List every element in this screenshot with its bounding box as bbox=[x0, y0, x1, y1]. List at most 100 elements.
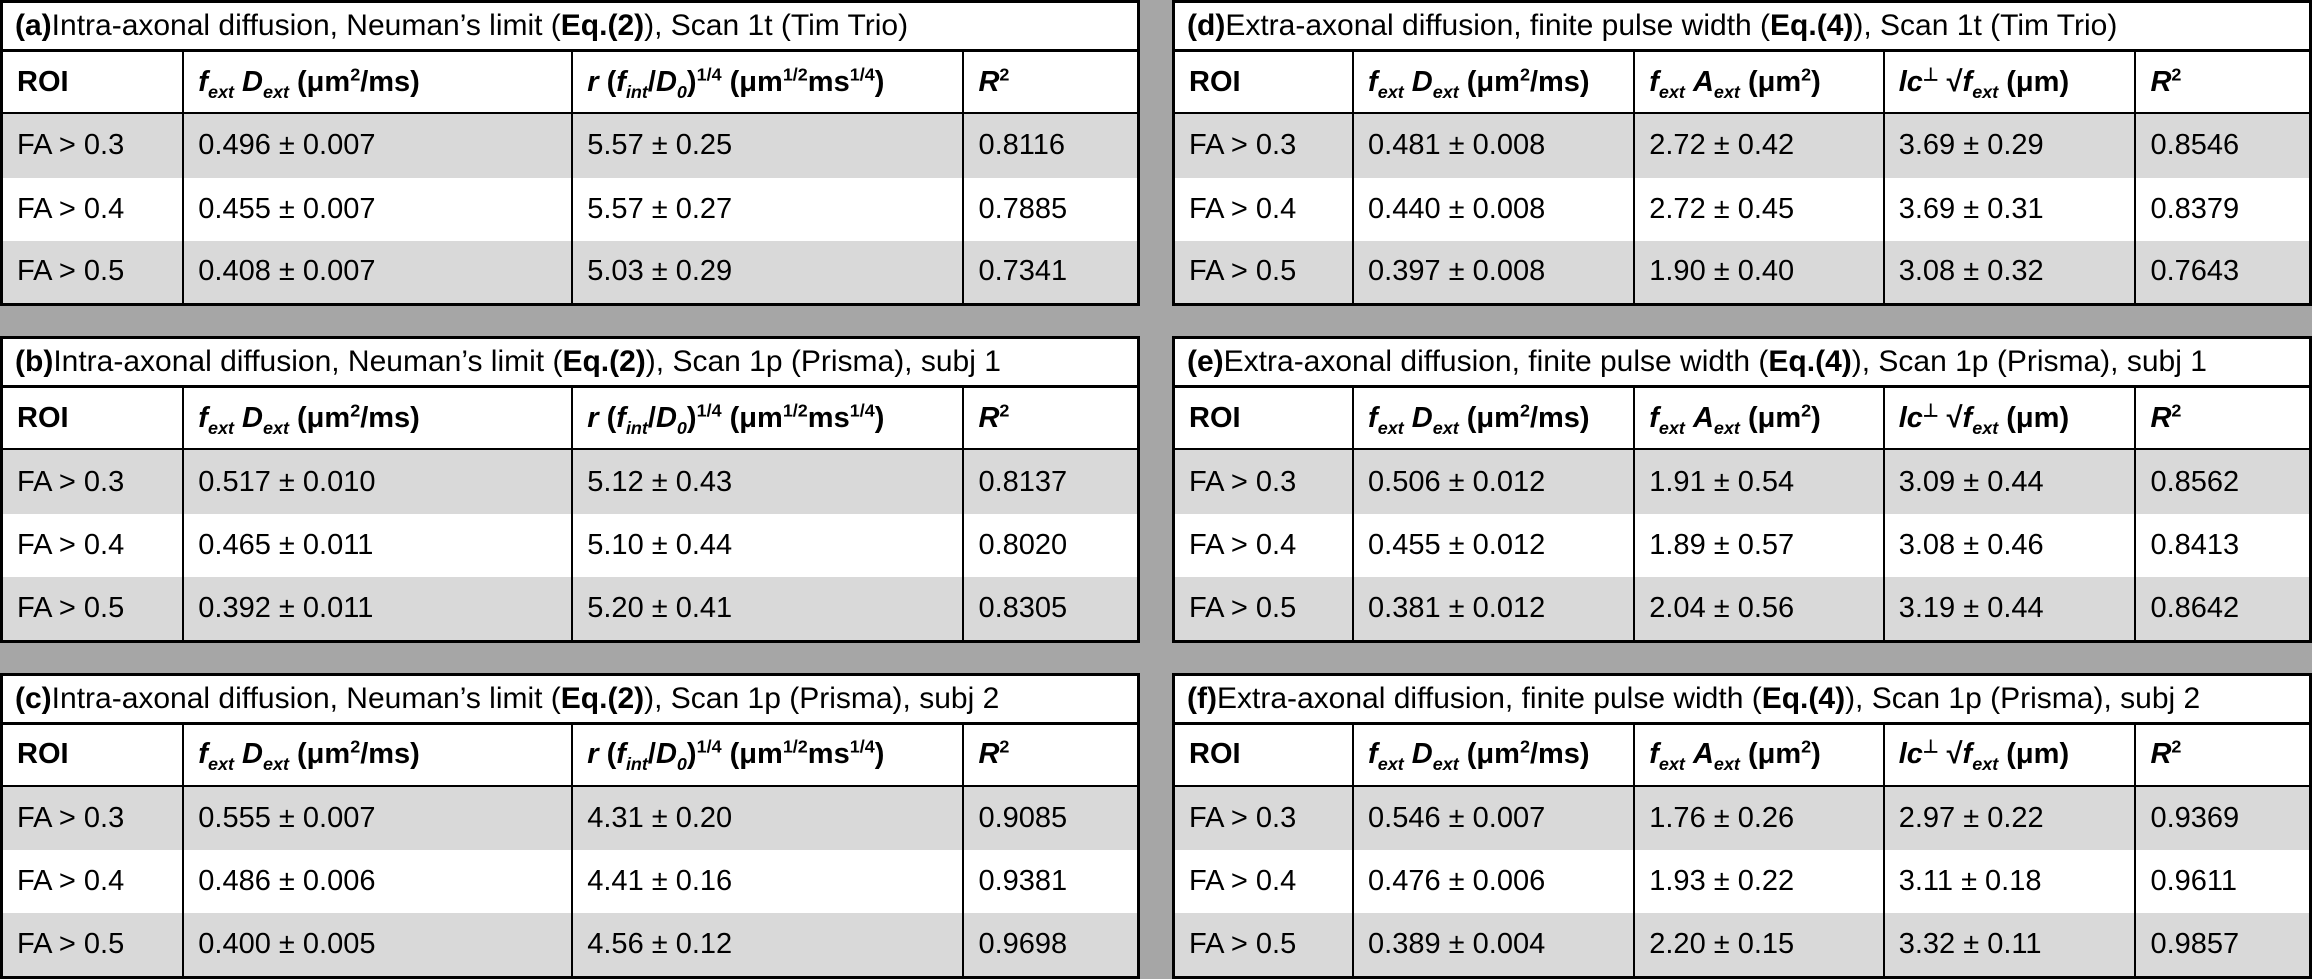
header-fext-dext: fext Dext (μm2/ms) bbox=[183, 388, 574, 451]
value-cell: 0.496 ± 0.007 bbox=[183, 113, 574, 178]
value-cell: 5.20 ± 0.41 bbox=[572, 576, 965, 640]
value-cell: 0.408 ± 0.007 bbox=[183, 240, 574, 304]
roi-cell: FA > 0.5 bbox=[3, 240, 185, 304]
value-cell: 0.397 ± 0.008 bbox=[1353, 240, 1636, 304]
header-r-fint-d0: r (fint/D0)1/4 (μm1/2ms1/4) bbox=[572, 388, 965, 451]
vertical-divider bbox=[1140, 0, 1172, 979]
header-row: ROI fext Dext (μm2/ms) fext Aext (μm2) l… bbox=[1175, 724, 2309, 787]
value-cell: 0.486 ± 0.006 bbox=[183, 850, 574, 914]
r2-cell: 0.7341 bbox=[963, 240, 1137, 304]
header-row: ROI fext Dext (μm2/ms) r (fint/D0)1/4 (μ… bbox=[3, 724, 1137, 787]
left-panel: (a) Intra-axonal diffusion, Neuman’s lim… bbox=[0, 0, 1140, 979]
roi-cell: FA > 0.3 bbox=[3, 449, 185, 515]
value-cell: 0.455 ± 0.012 bbox=[1353, 514, 1636, 577]
header-lc-sqrt-fext: lc⊥ √fext (μm) bbox=[1883, 52, 2137, 114]
table-b-title: (b) Intra-axonal diffusion, Neuman’s lim… bbox=[3, 339, 1137, 389]
roi-cell: FA > 0.3 bbox=[1175, 785, 1355, 851]
table-e-grid: ROI fext Dext (μm2/ms) fext Aext (μm2) l… bbox=[1175, 388, 2309, 640]
value-cell: 0.555 ± 0.007 bbox=[183, 785, 574, 851]
header-fext-dext: fext Dext (μm2/ms) bbox=[1353, 388, 1636, 451]
r2-cell: 0.8305 bbox=[963, 576, 1137, 640]
header-fext-dext: fext Dext (μm2/ms) bbox=[183, 724, 574, 787]
header-fext-aext: fext Aext (μm2) bbox=[1634, 724, 1885, 787]
header-roi: ROI bbox=[1175, 388, 1355, 451]
value-cell: 0.400 ± 0.005 bbox=[183, 913, 574, 976]
value-cell: 0.455 ± 0.007 bbox=[183, 177, 574, 241]
table-row: FA > 0.4 0.486 ± 0.006 4.41 ± 0.16 0.938… bbox=[3, 850, 1137, 914]
roi-cell: FA > 0.3 bbox=[3, 113, 185, 178]
table-row: FA > 0.5 0.392 ± 0.011 5.20 ± 0.41 0.830… bbox=[3, 576, 1137, 640]
table-row: FA > 0.3 0.546 ± 0.007 1.76 ± 0.26 2.97 … bbox=[1175, 785, 2309, 851]
separator-band bbox=[1172, 306, 2312, 337]
value-cell: 0.546 ± 0.007 bbox=[1353, 785, 1636, 851]
table-e: (e) Extra-axonal diffusion, finite pulse… bbox=[1172, 336, 2312, 643]
table-row: FA > 0.4 0.455 ± 0.007 5.57 ± 0.27 0.788… bbox=[3, 177, 1137, 241]
header-fext-aext: fext Aext (μm2) bbox=[1634, 52, 1885, 114]
header-fext-dext: fext Dext (μm2/ms) bbox=[1353, 724, 1636, 787]
header-lc-sqrt-fext: lc⊥ √fext (μm) bbox=[1883, 724, 2137, 787]
header-lc-sqrt-fext: lc⊥ √fext (μm) bbox=[1883, 388, 2137, 451]
header-r2: R2 bbox=[2135, 388, 2309, 451]
value-cell: 2.04 ± 0.56 bbox=[1634, 576, 1885, 640]
value-cell: 1.90 ± 0.40 bbox=[1634, 240, 1885, 304]
table-d-grid: ROI fext Dext (μm2/ms) fext Aext (μm2) l… bbox=[1175, 52, 2309, 304]
separator-band bbox=[0, 642, 1140, 673]
roi-cell: FA > 0.4 bbox=[1175, 514, 1355, 577]
value-cell: 3.11 ± 0.18 bbox=[1883, 850, 2137, 914]
roi-cell: FA > 0.4 bbox=[3, 177, 185, 241]
value-cell: 3.69 ± 0.29 bbox=[1883, 113, 2137, 178]
roi-cell: FA > 0.3 bbox=[1175, 113, 1355, 178]
roi-cell: FA > 0.3 bbox=[3, 785, 185, 851]
header-row: ROI fext Dext (μm2/ms) fext Aext (μm2) l… bbox=[1175, 52, 2309, 114]
r2-cell: 0.9611 bbox=[2150, 865, 2237, 898]
roi-cell: FA > 0.5 bbox=[1175, 240, 1355, 304]
right-panel: (d) Extra-axonal diffusion, finite pulse… bbox=[1172, 0, 2312, 979]
header-r2: R2 bbox=[963, 388, 1137, 451]
header-r-fint-d0: r (fint/D0)1/4 (μm1/2ms1/4) bbox=[572, 724, 965, 787]
r2-cell: 0.9698 bbox=[963, 913, 1137, 976]
header-roi: ROI bbox=[1175, 52, 1355, 114]
table-a-grid: ROI fext Dext (μm2/ms) r (fint/D0)1/4 (μ… bbox=[3, 52, 1137, 304]
table-c-grid: ROI fext Dext (μm2/ms) r (fint/D0)1/4 (μ… bbox=[3, 724, 1137, 976]
header-fext-dext: fext Dext (μm2/ms) bbox=[183, 52, 574, 114]
r2-cell: 0.9369 bbox=[2135, 785, 2309, 851]
table-row: FA > 0.4 0.476 ± 0.006 1.93 ± 0.22 3.11 … bbox=[1175, 850, 2309, 914]
table-d-title: (d) Extra-axonal diffusion, finite pulse… bbox=[1175, 3, 2309, 52]
value-cell: 5.10 ± 0.44 bbox=[572, 514, 965, 577]
value-cell: 0.476 ± 0.006 bbox=[1353, 850, 1636, 914]
table-b: (b) Intra-axonal diffusion, Neuman’s lim… bbox=[0, 336, 1140, 643]
table-row: FA > 0.5 0.408 ± 0.007 5.03 ± 0.29 0.734… bbox=[3, 240, 1137, 304]
roi-cell: FA > 0.4 bbox=[3, 850, 185, 914]
separator-band bbox=[1172, 642, 2312, 673]
roi-cell: FA > 0.4 bbox=[3, 514, 185, 577]
table-a-title: (a) Intra-axonal diffusion, Neuman’s lim… bbox=[3, 3, 1137, 52]
header-r2: R2 bbox=[2135, 52, 2309, 114]
value-cell: 2.72 ± 0.42 bbox=[1634, 113, 1885, 178]
header-roi: ROI bbox=[1175, 724, 1355, 787]
table-row: FA > 0.3 0.496 ± 0.007 5.57 ± 0.25 0.811… bbox=[3, 113, 1137, 178]
table-row: FA > 0.5 0.381 ± 0.012 2.04 ± 0.56 3.19 … bbox=[1175, 576, 2309, 640]
table-f: (f) Extra-axonal diffusion, finite pulse… bbox=[1172, 672, 2312, 979]
r2-cell: 0.8137 bbox=[963, 449, 1137, 515]
value-cell: 0.481 ± 0.008 bbox=[1353, 113, 1636, 178]
r2-cell: 0.8546 bbox=[2135, 113, 2309, 178]
r2-cell: 0.8116 bbox=[963, 113, 1137, 178]
value-cell: 4.41 ± 0.16 bbox=[572, 850, 965, 914]
separator-band bbox=[0, 306, 1140, 337]
table-row: FA > 0.3 0.517 ± 0.010 5.12 ± 0.43 0.813… bbox=[3, 449, 1137, 515]
value-cell: 0.506 ± 0.012 bbox=[1353, 449, 1636, 515]
value-cell: 2.97 ± 0.22 bbox=[1883, 785, 2137, 851]
header-row: ROI fext Dext (μm2/ms) fext Aext (μm2) l… bbox=[1175, 388, 2309, 451]
value-cell: 2.20 ± 0.15 bbox=[1634, 913, 1885, 976]
value-cell: 1.89 ± 0.57 bbox=[1634, 514, 1885, 577]
value-cell: 5.57 ± 0.27 bbox=[572, 177, 965, 241]
value-cell: 5.03 ± 0.29 bbox=[572, 240, 965, 304]
value-cell: 3.19 ± 0.44 bbox=[1883, 576, 2137, 640]
table-d: (d) Extra-axonal diffusion, finite pulse… bbox=[1172, 0, 2312, 307]
table-row: FA > 0.3 0.481 ± 0.008 2.72 ± 0.42 3.69 … bbox=[1175, 113, 2309, 178]
value-cell: 0.440 ± 0.008 bbox=[1353, 177, 1636, 241]
r2-cell: 0.8020 bbox=[978, 528, 1068, 561]
value-cell: 3.08 ± 0.46 bbox=[1883, 514, 2137, 577]
header-r2: R2 bbox=[963, 52, 1137, 114]
header-row: ROI fext Dext (μm2/ms) r (fint/D0)1/4 (μ… bbox=[3, 52, 1137, 114]
